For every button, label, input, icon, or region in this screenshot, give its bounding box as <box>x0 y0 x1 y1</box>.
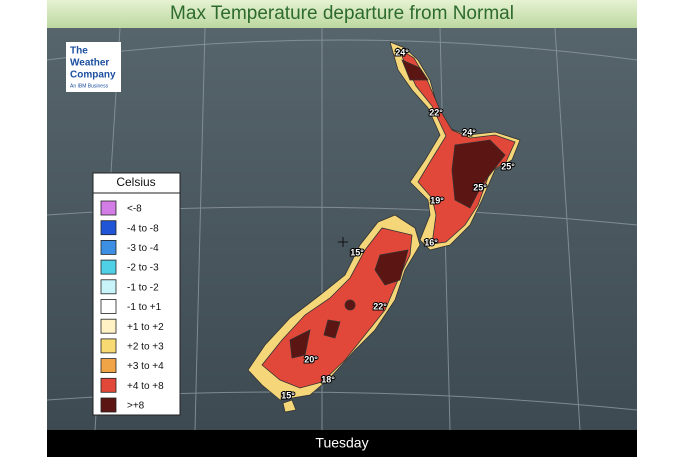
temperature-label: 15° <box>281 390 295 400</box>
footer-bar <box>47 430 637 457</box>
legend-label: -3 to -4 <box>127 243 159 254</box>
legend-label: +3 to +4 <box>127 361 164 372</box>
south-island <box>247 214 421 413</box>
legend-label: -1 to -2 <box>127 282 159 293</box>
legend-label: -4 to -8 <box>127 223 159 234</box>
legend-label: +4 to +8 <box>127 381 164 392</box>
logo-text: Weather <box>70 58 109 69</box>
footer: Tuesday <box>315 435 368 451</box>
temperature-label: 22° <box>373 301 387 311</box>
temperature-label: 24° <box>395 47 409 57</box>
logo-box <box>66 42 121 92</box>
temperature-label: 25° <box>473 182 487 192</box>
temperature-label: 20° <box>304 354 318 364</box>
legend-label: <-8 <box>127 204 142 215</box>
legend-swatch <box>100 220 117 236</box>
legend-swatch <box>100 397 117 413</box>
north-island <box>389 41 521 251</box>
title: Max Temperature departure from Normal <box>170 3 514 24</box>
temperature-label: 16° <box>424 237 438 247</box>
legend-title-box <box>92 172 181 194</box>
legend-swatch <box>100 318 117 334</box>
temperature-label: 15° <box>350 247 364 257</box>
legend-label: +2 to +3 <box>127 342 164 353</box>
temperature-label: 25° <box>501 161 515 171</box>
temperature-label: 22° <box>429 107 443 117</box>
legend-title: Celsius <box>116 175 155 189</box>
legend-swatch <box>100 338 117 354</box>
legend-swatch <box>100 239 117 255</box>
legend-label: >+8 <box>127 401 145 412</box>
legend-label: +1 to +2 <box>127 322 164 333</box>
legend-swatch <box>100 377 117 393</box>
legend-label: -1 to +1 <box>127 302 162 313</box>
legend-swatch <box>100 299 117 314</box>
legend-swatch <box>100 259 117 275</box>
temperature-label: 24° <box>462 127 476 137</box>
logo-tagline: An IBM Business <box>70 83 109 89</box>
title-bar <box>47 0 637 28</box>
legend-swatch <box>100 279 117 295</box>
crosshair <box>338 237 348 247</box>
temperature-label: 19° <box>430 195 444 205</box>
legend-label: -2 to -3 <box>127 263 159 274</box>
logo-text: Company <box>70 70 116 81</box>
legend-swatch <box>100 358 117 374</box>
legend-swatch <box>100 200 117 216</box>
logo-text: The <box>70 46 88 57</box>
temperature-label: 18° <box>321 374 335 384</box>
